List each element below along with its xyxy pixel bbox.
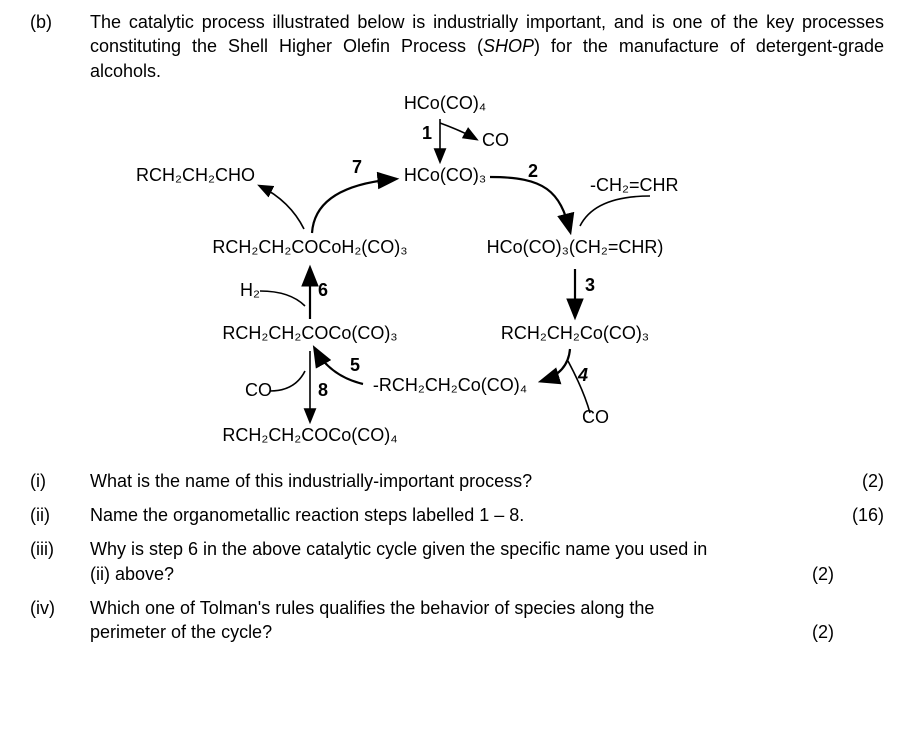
arrow-product-out: [260, 186, 304, 229]
species-hydride: RCH₂CH₂COCoH₂(CO)₃: [212, 237, 407, 257]
sub-iv-texta: Which one of Tolman's rules qualifies th…: [90, 598, 654, 618]
prompt-line2b: ) for the: [534, 36, 608, 56]
species-hco-co3: HCo(CO)₃: [404, 165, 486, 185]
step-8-label: 8: [318, 380, 328, 400]
catalytic-cycle-diagram: HCo(CO)₄ 1 CO HCo(CO)₃ 2 -CH₂=CHR HCo(CO…: [90, 91, 730, 461]
species-acyl3: RCH₂CH₂COCo(CO)₃: [222, 323, 397, 343]
step-2-label: 2: [528, 161, 538, 181]
sub-iv-row: (iv) Which one of Tolman's rules qualifi…: [30, 596, 884, 645]
species-olefin-complex: HCo(CO)₃(CH₂=CHR): [487, 237, 664, 257]
arrow-olefin-in: [580, 196, 650, 226]
co-in4: CO: [582, 407, 609, 427]
sub-iii-texta: Why is step 6 in the above catalytic cyc…: [90, 539, 707, 559]
sub-iv-marks: (2): [812, 620, 834, 644]
prompt-shop: SHOP: [483, 36, 534, 56]
sub-ii-marks: (16): [834, 503, 884, 527]
sub-i-label: (i): [30, 469, 90, 493]
part-b-row: (b) The catalytic process illustrated be…: [30, 10, 884, 83]
step-6-label: 6: [318, 280, 328, 300]
sub-iii-text: Why is step 6 in the above catalytic cyc…: [90, 537, 834, 586]
co-out8: CO: [245, 380, 272, 400]
sub-i-marks: (2): [834, 469, 884, 493]
sub-iii-textb: (ii) above?: [90, 562, 812, 586]
sub-iii-marks: (2): [812, 562, 834, 586]
step-7-label: 7: [352, 157, 362, 177]
h2-in: H₂: [240, 280, 260, 300]
step-4-label: 4: [577, 365, 588, 385]
arrow-step4: [542, 349, 570, 381]
step-1-label: 1: [422, 123, 432, 143]
species-product: RCH₂CH₂CHO: [136, 165, 255, 185]
arrow-co-in8: [270, 371, 305, 391]
part-b-label: (b): [30, 10, 90, 83]
sub-ii-label: (ii): [30, 503, 90, 527]
page: (b) The catalytic process illustrated be…: [0, 0, 914, 749]
sub-iii-row: (iii) Why is step 6 in the above catalyt…: [30, 537, 884, 586]
species-acyl4: RCH₂CH₂COCo(CO)₄: [222, 425, 397, 445]
arrow-h2-in: [260, 291, 305, 306]
sub-iv-text: Which one of Tolman's rules qualifies th…: [90, 596, 834, 645]
species-hco-co4: HCo(CO)₄: [404, 93, 486, 113]
species-alkyl3: RCH₂CH₂Co(CO)₃: [501, 323, 649, 343]
step-5-label: 5: [350, 355, 360, 375]
arrow-step2: [490, 177, 570, 231]
sub-i-row: (i) What is the name of this industriall…: [30, 469, 884, 493]
sub-ii-text: Name the organometallic reaction steps l…: [90, 503, 834, 527]
ext-olefin: -CH₂=CHR: [590, 175, 679, 195]
part-b-text: The catalytic process illustrated below …: [90, 10, 884, 83]
species-alkyl4: -RCH₂CH₂Co(CO)₄: [373, 375, 527, 395]
step-3-label: 3: [585, 275, 595, 295]
sub-iv-label: (iv): [30, 596, 90, 645]
arrow-step7: [312, 179, 395, 233]
arrow-step1-co: [440, 123, 476, 139]
lost-co: CO: [482, 130, 509, 150]
prompt-line1: The catalytic process illustrated below …: [90, 12, 725, 32]
sub-ii-row: (ii) Name the organometallic reaction st…: [30, 503, 884, 527]
sub-i-text: What is the name of this industrially-im…: [90, 469, 834, 493]
sub-iv-textb: perimeter of the cycle?: [90, 620, 812, 644]
sub-iii-label: (iii): [30, 537, 90, 586]
